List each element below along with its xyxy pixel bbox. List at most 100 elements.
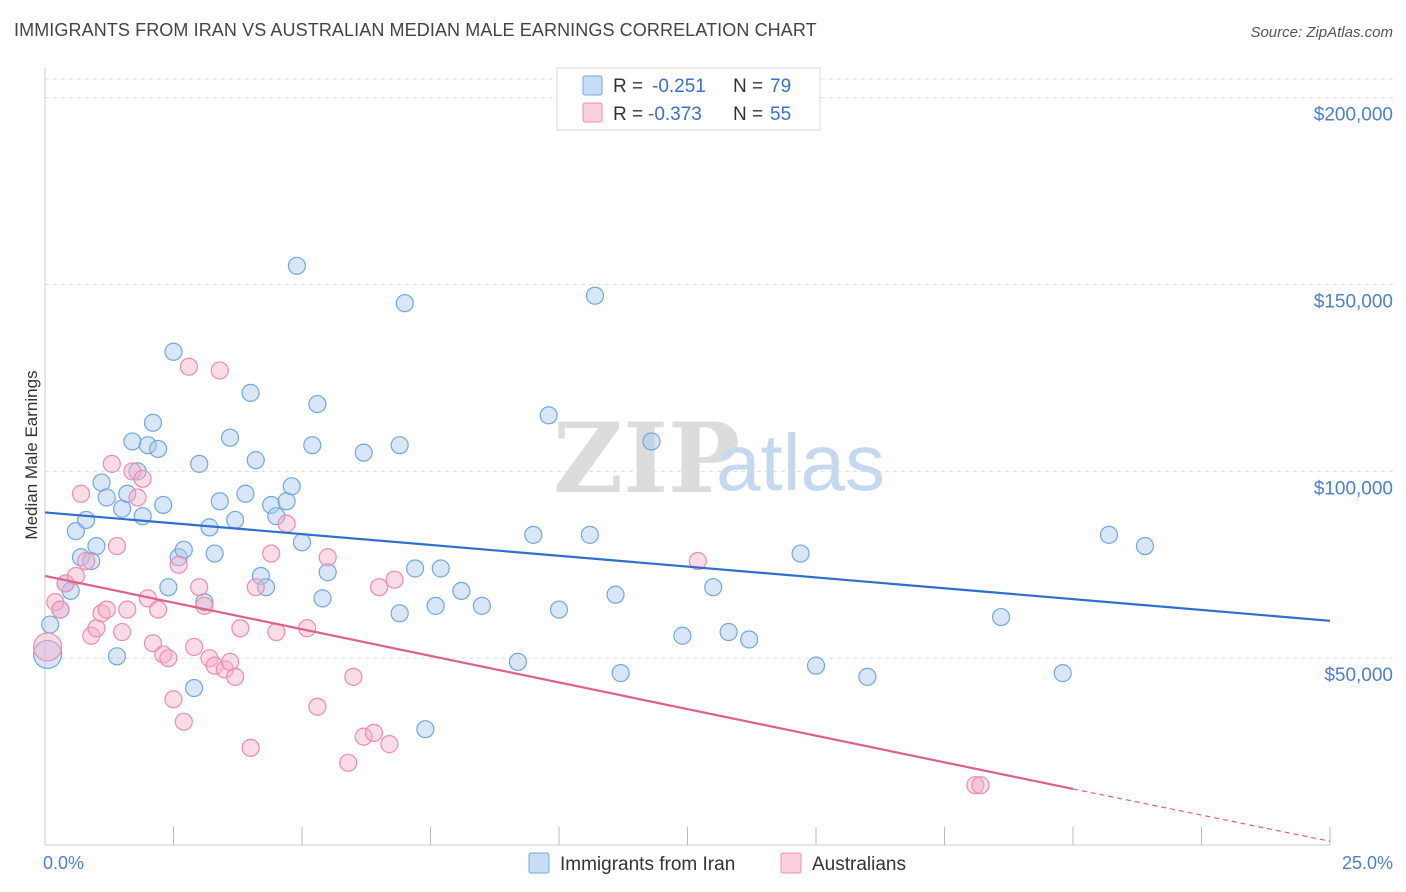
- australians-point: [354, 727, 373, 746]
- watermark-zip: ZIP: [553, 402, 740, 515]
- iran-point: [143, 413, 163, 432]
- series-legend: Immigrants from Iran Australians: [528, 852, 906, 875]
- legend-swatch-iran: [582, 75, 603, 96]
- australians-point: [169, 555, 188, 574]
- australians-point: [143, 634, 163, 653]
- australians-point: [971, 776, 990, 795]
- australians-point: [205, 656, 224, 675]
- legend-r-label-australians: R =: [613, 104, 643, 125]
- iran-point: [66, 522, 85, 541]
- iran-point: [313, 589, 332, 608]
- iran-point: [236, 484, 255, 503]
- iran-point: [226, 510, 245, 530]
- iran-point: [426, 596, 445, 615]
- australians-point: [133, 469, 152, 488]
- iran-point: [611, 664, 630, 683]
- australians-point: [380, 735, 399, 754]
- australians-point: [190, 578, 209, 597]
- iran-point: [1099, 525, 1119, 544]
- iran-point: [390, 604, 409, 623]
- iran-point: [190, 454, 209, 473]
- australians-point: [102, 454, 121, 473]
- australians-point: [179, 357, 199, 376]
- iran-point: [1053, 664, 1072, 683]
- iran-point: [580, 525, 599, 544]
- australians-point: [77, 551, 96, 571]
- trend-lines: [44, 511, 1331, 842]
- iran-point: [390, 436, 409, 455]
- iran-point: [256, 578, 276, 597]
- legend-n-label-iran: N =: [733, 76, 763, 97]
- australians-point: [159, 649, 178, 668]
- iran-point: [159, 578, 178, 597]
- bottom-legend-swatch-australians: [780, 852, 802, 874]
- iran-point: [164, 342, 183, 361]
- iran-point: [606, 585, 625, 604]
- australians-point: [148, 600, 168, 619]
- legend-swatch-australians: [582, 102, 603, 123]
- australians-point: [118, 600, 137, 619]
- australians-point: [966, 776, 985, 795]
- australians-point: [51, 600, 70, 619]
- legend-r-value-iran: -0.251: [652, 76, 706, 97]
- y-tick-label-3: $200,000: [1314, 105, 1393, 126]
- iran-point: [220, 428, 240, 447]
- iran-point: [642, 432, 661, 451]
- x-tick-label-max: 25.0%: [1342, 853, 1393, 873]
- iran-point: [303, 436, 322, 455]
- australians-point: [107, 536, 127, 556]
- iran-point: [472, 596, 491, 615]
- iran-point: [991, 607, 1011, 627]
- iran-point: [585, 286, 605, 305]
- iran-point: [508, 652, 527, 672]
- australians-point: [277, 514, 296, 533]
- australians-point: [32, 632, 63, 662]
- iran-point: [549, 600, 569, 619]
- iran-point: [287, 256, 306, 275]
- australians-point: [262, 544, 281, 563]
- iran-point: [267, 507, 286, 526]
- iran-point: [405, 559, 425, 578]
- grid-lines: [45, 78, 1395, 659]
- australians-point: [318, 548, 337, 567]
- iran-point: [251, 566, 270, 586]
- australians-point: [226, 667, 245, 686]
- iran-point: [77, 510, 96, 530]
- australians-point: [364, 723, 384, 743]
- iran-point: [154, 495, 173, 515]
- iran-point: [292, 533, 312, 552]
- iran-point: [241, 383, 260, 402]
- australians-point: [688, 551, 707, 571]
- iran-point: [148, 439, 168, 459]
- iran-point: [740, 630, 759, 649]
- iran-point: [395, 294, 414, 313]
- bottom-legend-swatch-iran: [528, 852, 550, 874]
- australians-point: [344, 667, 363, 686]
- iran-point: [539, 406, 558, 425]
- iran-point: [282, 477, 301, 496]
- y-axis-label: Median Male Earnings: [22, 370, 41, 539]
- iran-point: [97, 488, 116, 507]
- australians-point: [174, 712, 193, 731]
- watermark-atlas: atlas: [716, 418, 885, 507]
- australians-point: [370, 578, 389, 597]
- iran-point: [1135, 536, 1155, 556]
- legend-n-value-iran: 79: [770, 76, 791, 97]
- iran-point: [118, 484, 137, 503]
- chart-title: IMMIGRANTS FROM IRAN VS AUSTRALIAN MEDIA…: [14, 20, 817, 40]
- iran-point: [416, 720, 435, 739]
- australians-point: [112, 622, 132, 642]
- australians-point: [195, 596, 214, 615]
- x-tick-label-min: 0.0%: [43, 853, 84, 873]
- australians-point: [385, 570, 404, 589]
- iran-point: [318, 563, 337, 582]
- australians-point: [184, 637, 204, 657]
- iran-point: [262, 495, 281, 515]
- australians-point: [66, 566, 85, 586]
- iran-point: [210, 492, 229, 511]
- axes: [44, 68, 1331, 846]
- bottom-legend-label-iran: Immigrants from Iran: [560, 854, 735, 875]
- iran-point: [205, 544, 224, 563]
- bottom-legend-label-australians: Australians: [812, 854, 906, 875]
